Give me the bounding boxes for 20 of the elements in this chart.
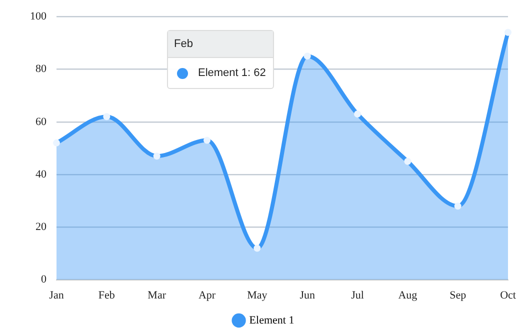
tooltip-box: Feb Element 1: 62 xyxy=(167,30,274,89)
x-tick-label: Sep xyxy=(450,289,467,302)
annotation: Feb xyxy=(168,31,273,58)
y-tick-label: 80 xyxy=(36,63,47,76)
legend-label: Element 1 xyxy=(249,314,294,326)
x-tick-label: Jun xyxy=(300,289,316,302)
y-tick-label: 40 xyxy=(36,168,47,180)
x-tick-label: Feb xyxy=(98,289,116,302)
x-tick-label: Jul xyxy=(351,289,364,302)
y-tick-label: 0 xyxy=(41,274,47,286)
x-tick-label: May xyxy=(247,289,268,302)
annotation: Element 1: 62 xyxy=(198,67,266,79)
y-tick-label: 100 xyxy=(30,10,47,22)
y-tick-label: 20 xyxy=(36,221,47,234)
x-tick-label: Aug xyxy=(398,289,418,302)
x-tick-label: Oct xyxy=(500,289,516,302)
x-tick-label: Mar xyxy=(148,289,166,302)
x-tick-label: Jan xyxy=(49,289,64,302)
x-tick-label: Apr xyxy=(198,289,216,302)
y-tick-label: 60 xyxy=(36,116,47,128)
